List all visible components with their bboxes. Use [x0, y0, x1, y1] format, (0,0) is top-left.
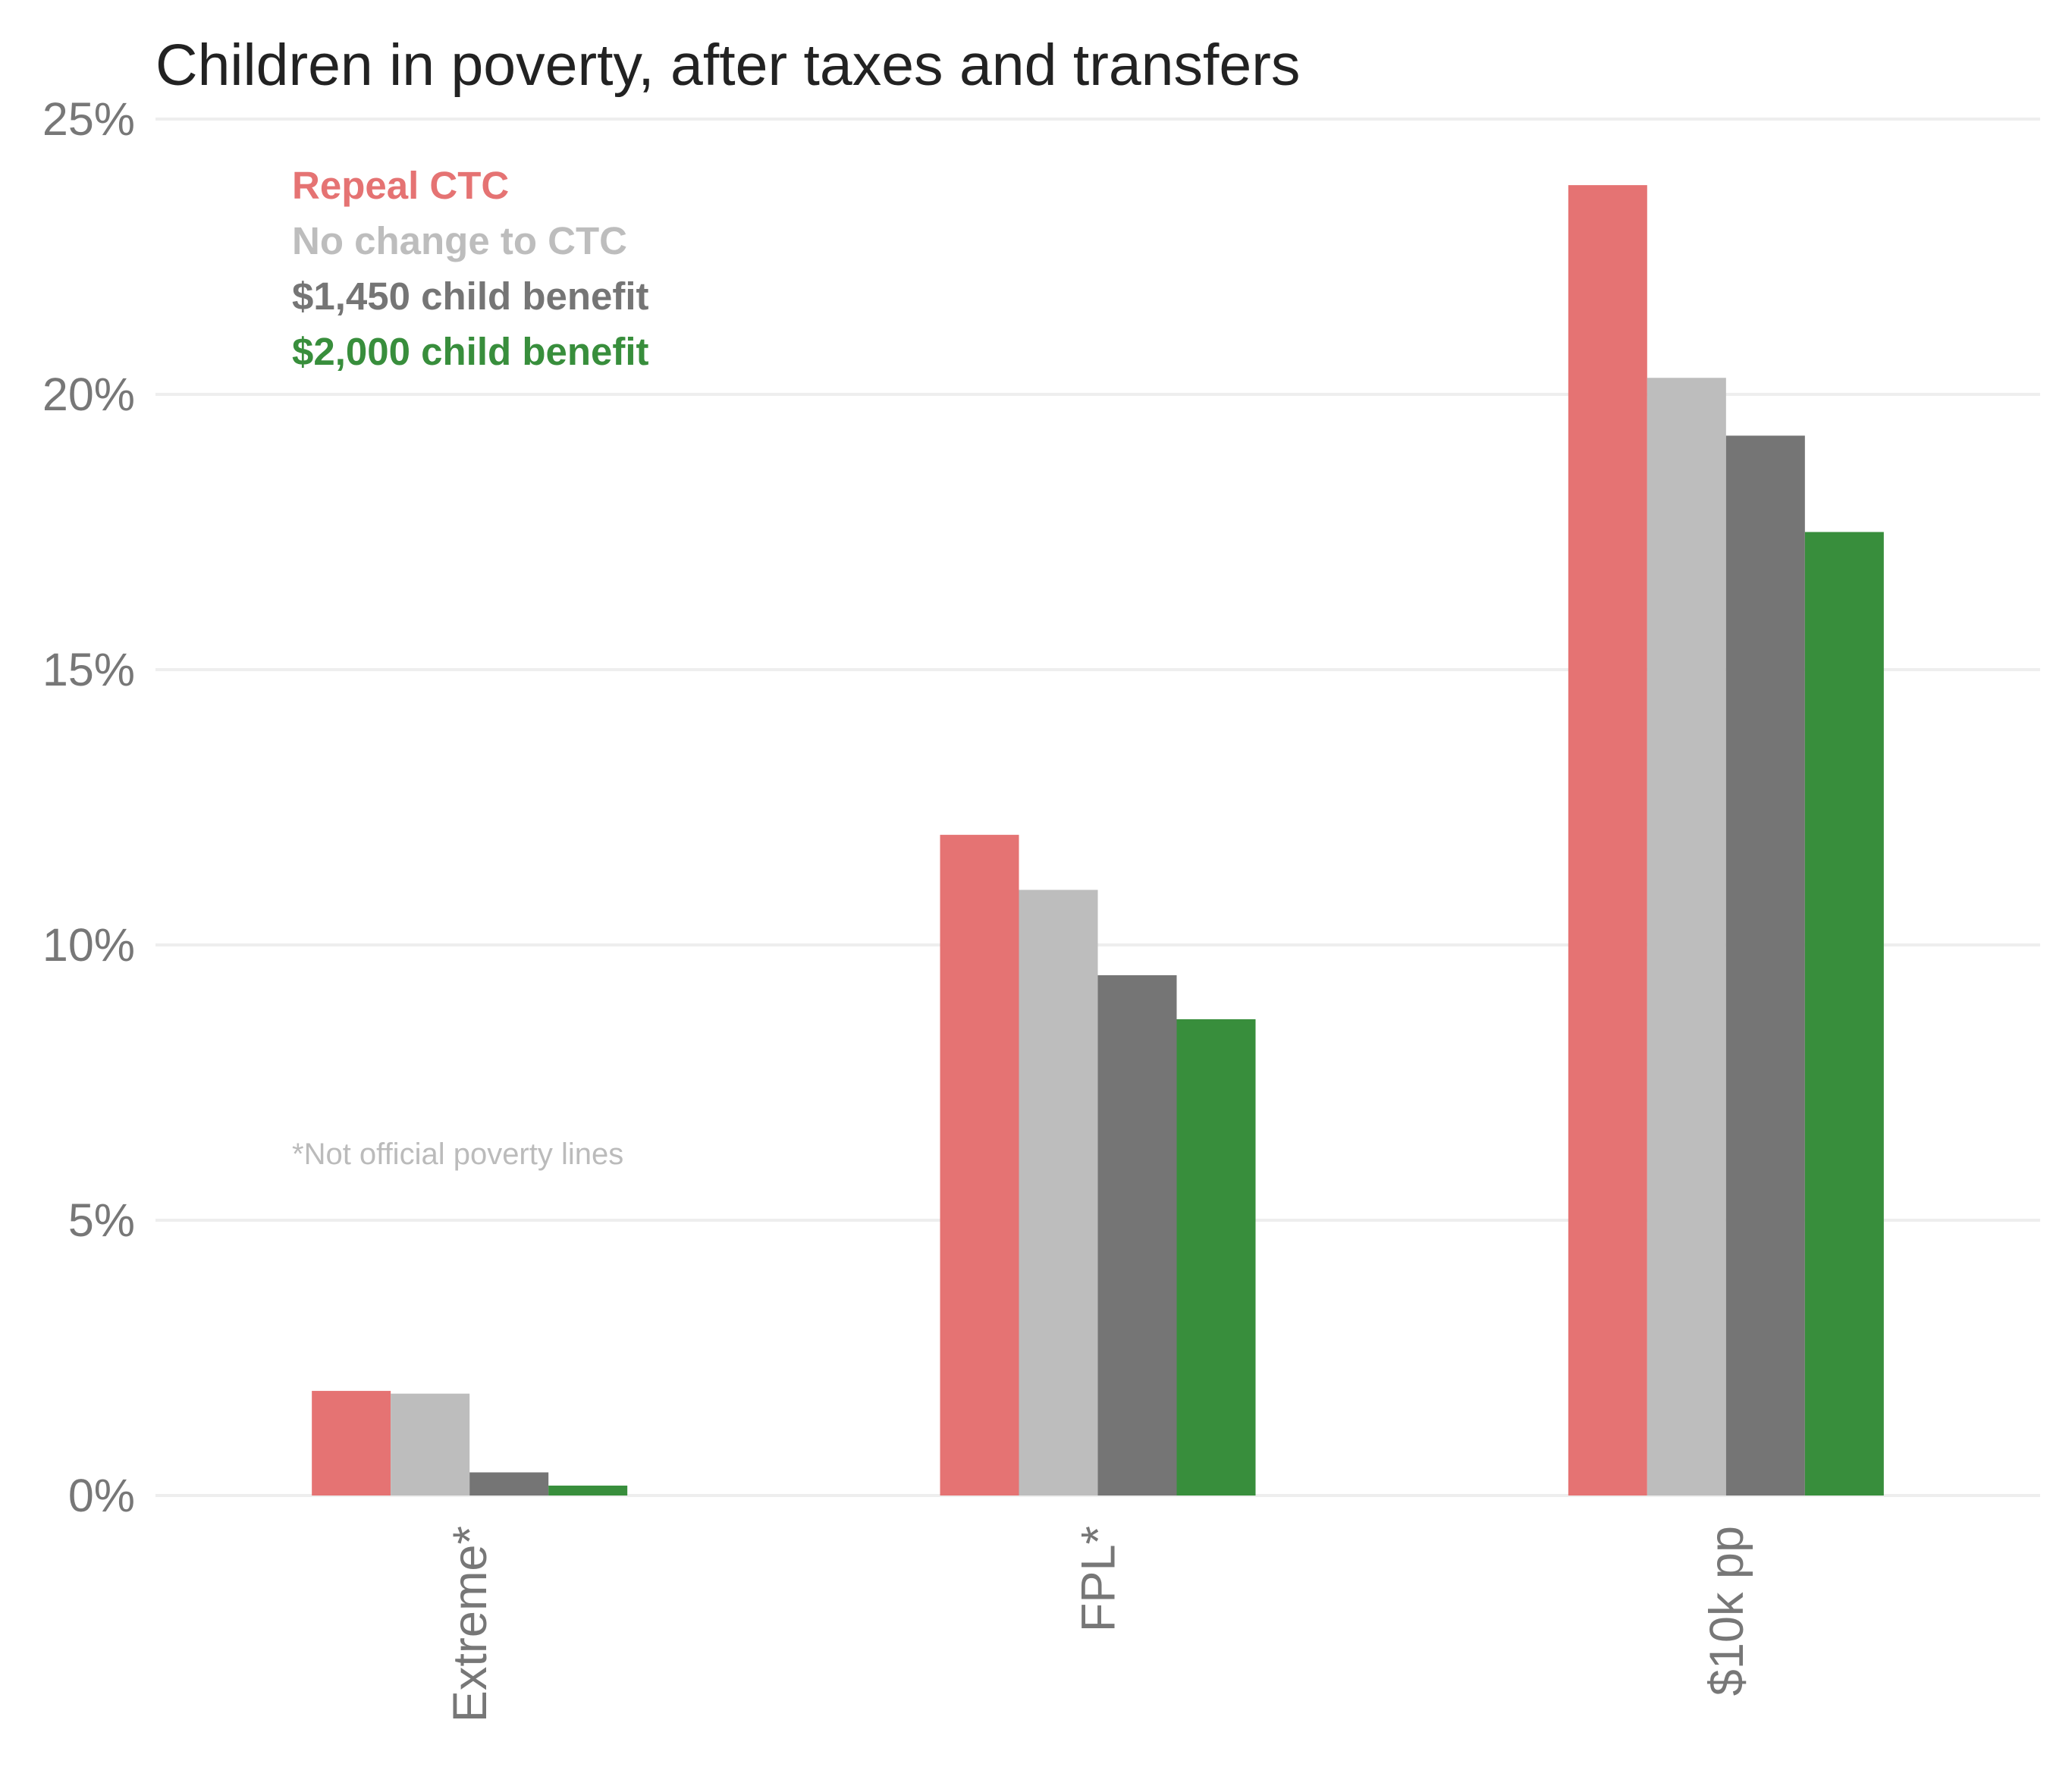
y-axis-tick-labels: 0% 5% 10% 15% 20% 25%: [42, 93, 135, 1521]
bar: [1725, 435, 1805, 1496]
x-category-label: $10k pp: [1700, 1526, 1753, 1696]
chart-title: Children in poverty, after taxes and tra…: [155, 33, 1300, 98]
bar: [940, 834, 1019, 1496]
x-axis-category-labels: Extreme* FPL* $10k pp: [444, 1526, 1753, 1722]
bar: [312, 1391, 391, 1496]
footnote-annotation: *Not official poverty lines: [292, 1138, 623, 1171]
legend-entry: Repeal CTC: [292, 164, 509, 207]
y-tick-label: 20%: [42, 369, 135, 420]
y-tick-label: 10%: [42, 919, 135, 971]
bar: [1019, 890, 1098, 1496]
bars: [312, 185, 1884, 1496]
bar: [391, 1393, 470, 1496]
bar: [1647, 378, 1726, 1496]
bar: [548, 1485, 628, 1496]
legend-entry: $1,450 child benefit: [292, 275, 649, 318]
y-tick-label: 0%: [68, 1470, 135, 1521]
y-tick-label: 25%: [42, 93, 135, 145]
legend-entry: No change to CTC: [292, 219, 627, 262]
bar: [469, 1472, 549, 1496]
x-category-label: FPL*: [1072, 1526, 1125, 1632]
legend-entry: $2,000 child benefit: [292, 330, 649, 373]
bar: [1804, 532, 1884, 1496]
legend: Repeal CTC No change to CTC $1,450 child b…: [292, 164, 649, 373]
bar: [1097, 975, 1177, 1496]
x-category-label: Extreme*: [444, 1526, 497, 1722]
y-tick-label: 5%: [68, 1194, 135, 1246]
bar: [1176, 1019, 1256, 1496]
y-tick-label: 15%: [42, 644, 135, 695]
bar: [1568, 185, 1647, 1496]
